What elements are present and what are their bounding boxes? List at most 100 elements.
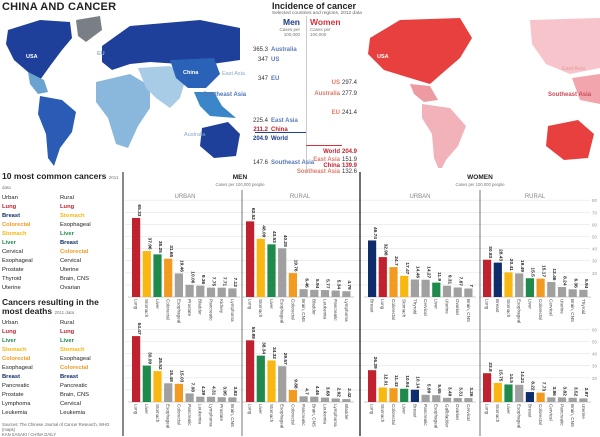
bar-liver: [267, 244, 276, 297]
page-title: CHINA AND CANCER: [2, 1, 117, 13]
bar-value-label: 7.08: [189, 383, 195, 393]
bar-brain-cns: [310, 396, 319, 402]
left-divider: [122, 172, 124, 436]
bar-colorectal: [536, 392, 545, 402]
bar-value-label: 15.03: [179, 370, 185, 382]
bar-liver: [504, 384, 513, 402]
bar-value-label: 12.01: [383, 374, 389, 386]
bar-value-label: 7.87: [457, 277, 463, 287]
list-item: Liver: [60, 231, 74, 237]
men-incidence-value: 347: [257, 57, 268, 63]
bar-lung: [483, 259, 492, 297]
list-item: Uterine: [2, 285, 21, 291]
women-unit: Cases per 100,000: [310, 27, 331, 37]
y-tick-label: 50: [592, 235, 598, 240]
bar-brain-cns: [299, 289, 308, 297]
y-tick-label: 40: [592, 247, 598, 252]
bar-value-label: 6.36: [572, 278, 578, 288]
men-incidence-region: World: [271, 136, 288, 142]
y-tick-label: 50: [592, 340, 598, 345]
list-item: Stomach: [2, 347, 27, 353]
bar-value-label: 19.76: [293, 260, 299, 272]
bar-value-label: 10.14: [415, 376, 421, 388]
category-label: Brain, CNS: [570, 404, 575, 427]
list-item: Ovarian: [60, 285, 81, 291]
bar-breast: [493, 262, 502, 297]
category-label: Stomach: [144, 299, 149, 318]
list-item: Cervical: [60, 258, 81, 264]
bar-value-label: 5.77: [325, 279, 331, 289]
y-tick-label: 70: [592, 210, 598, 215]
category-label: Pancreatic: [559, 404, 564, 426]
women-incidence-value: 204.9: [342, 149, 358, 155]
bar-stomach: [378, 387, 387, 402]
bar-value-label: 26.29: [372, 357, 378, 369]
bar-value-label: 54.47: [136, 323, 142, 335]
bar-value-label: 9.88: [293, 379, 299, 389]
category-label: Colorectal: [166, 299, 171, 320]
list-item: Cervical: [2, 249, 23, 255]
bar-brain-cns: [568, 397, 577, 402]
men-world-line: [255, 132, 306, 133]
category-label: Colorectal: [391, 404, 396, 425]
men-incidence-region: EU: [271, 76, 280, 82]
credit: KAN SASAKI / CHINA DAILY: [2, 432, 57, 437]
category-label: Lung: [370, 404, 375, 415]
bar-brain-cns: [568, 289, 577, 297]
category-label: Colorectal: [538, 299, 543, 320]
category-label: Colorectal: [290, 299, 295, 320]
list-item: Uterine: [60, 267, 79, 273]
bar-value-label: 3.26: [468, 387, 474, 397]
common-cancers-title: 10 most common cancers 2011 data: [2, 171, 119, 191]
bar-esophageal: [174, 273, 183, 297]
category-label: Stomach: [258, 299, 263, 318]
list-item: Stomach: [60, 213, 85, 219]
bar-colorectal: [164, 258, 173, 297]
category-label: Uterine: [581, 404, 586, 419]
category-label: Thyroid: [412, 299, 417, 315]
bar-value-label: 3.68: [325, 387, 331, 397]
list-item: Breast: [60, 374, 79, 380]
women-incidence-value: 139.9: [342, 163, 358, 169]
category-label: Lung: [248, 404, 253, 415]
women-incidence-row: China 139.9: [290, 154, 390, 172]
category-label: Prostate: [187, 299, 192, 317]
bar-brain-cns: [228, 397, 237, 402]
category-label: Colorectal: [538, 404, 543, 425]
bar-value-label: 14.5: [508, 374, 514, 384]
bar-value-label: 8.24: [562, 276, 568, 286]
bar-value-label: 32.98: [383, 244, 389, 256]
bar-value-label: 65.33: [136, 204, 142, 216]
list-item: Colorectal: [60, 365, 89, 371]
bar-lung: [368, 370, 377, 402]
list-item: Lung: [2, 204, 17, 210]
women-incidence-row: World 204.9: [290, 140, 390, 158]
bar-value-label: 31.65: [168, 245, 174, 257]
bar-value-label: 7: [468, 284, 474, 287]
men-incidence-region: East Asia: [271, 118, 298, 124]
category-label: Stomach: [380, 404, 385, 423]
list-item: Prostate: [2, 267, 24, 273]
bar-value-label: 5.99: [425, 384, 431, 394]
bar-ovarian: [453, 397, 462, 402]
category-label: Liver: [506, 404, 511, 414]
bar-pancreatic: [557, 397, 567, 402]
bar-value-label: 4.7: [303, 388, 309, 395]
bar-value-label: 3.86: [551, 386, 557, 396]
category-label: Stomach: [402, 299, 407, 318]
bar-colorectal: [174, 383, 183, 402]
bar-value-label: 15.48: [168, 370, 174, 382]
category-label: Cervical: [549, 299, 554, 316]
bar-pancreatic: [299, 396, 308, 402]
list-item: Colorectal: [60, 249, 89, 255]
category-label: Liver: [434, 299, 439, 309]
bar-value-label: 4.31: [211, 386, 217, 396]
bar-lung: [132, 336, 141, 402]
men-incidence-row: 204.9 World: [200, 127, 440, 145]
list-item: Esophageal: [60, 356, 91, 362]
cancer-list-column: Urban Lung Liver Stomach Colorectal Esophagea…: [2, 319, 60, 418]
category-label: Cervical: [549, 404, 554, 421]
map-label-southeast-asia: Southeast Asia: [203, 92, 247, 98]
bar-pancreatic: [185, 393, 194, 402]
bar-value-label: 14.27: [425, 266, 431, 278]
